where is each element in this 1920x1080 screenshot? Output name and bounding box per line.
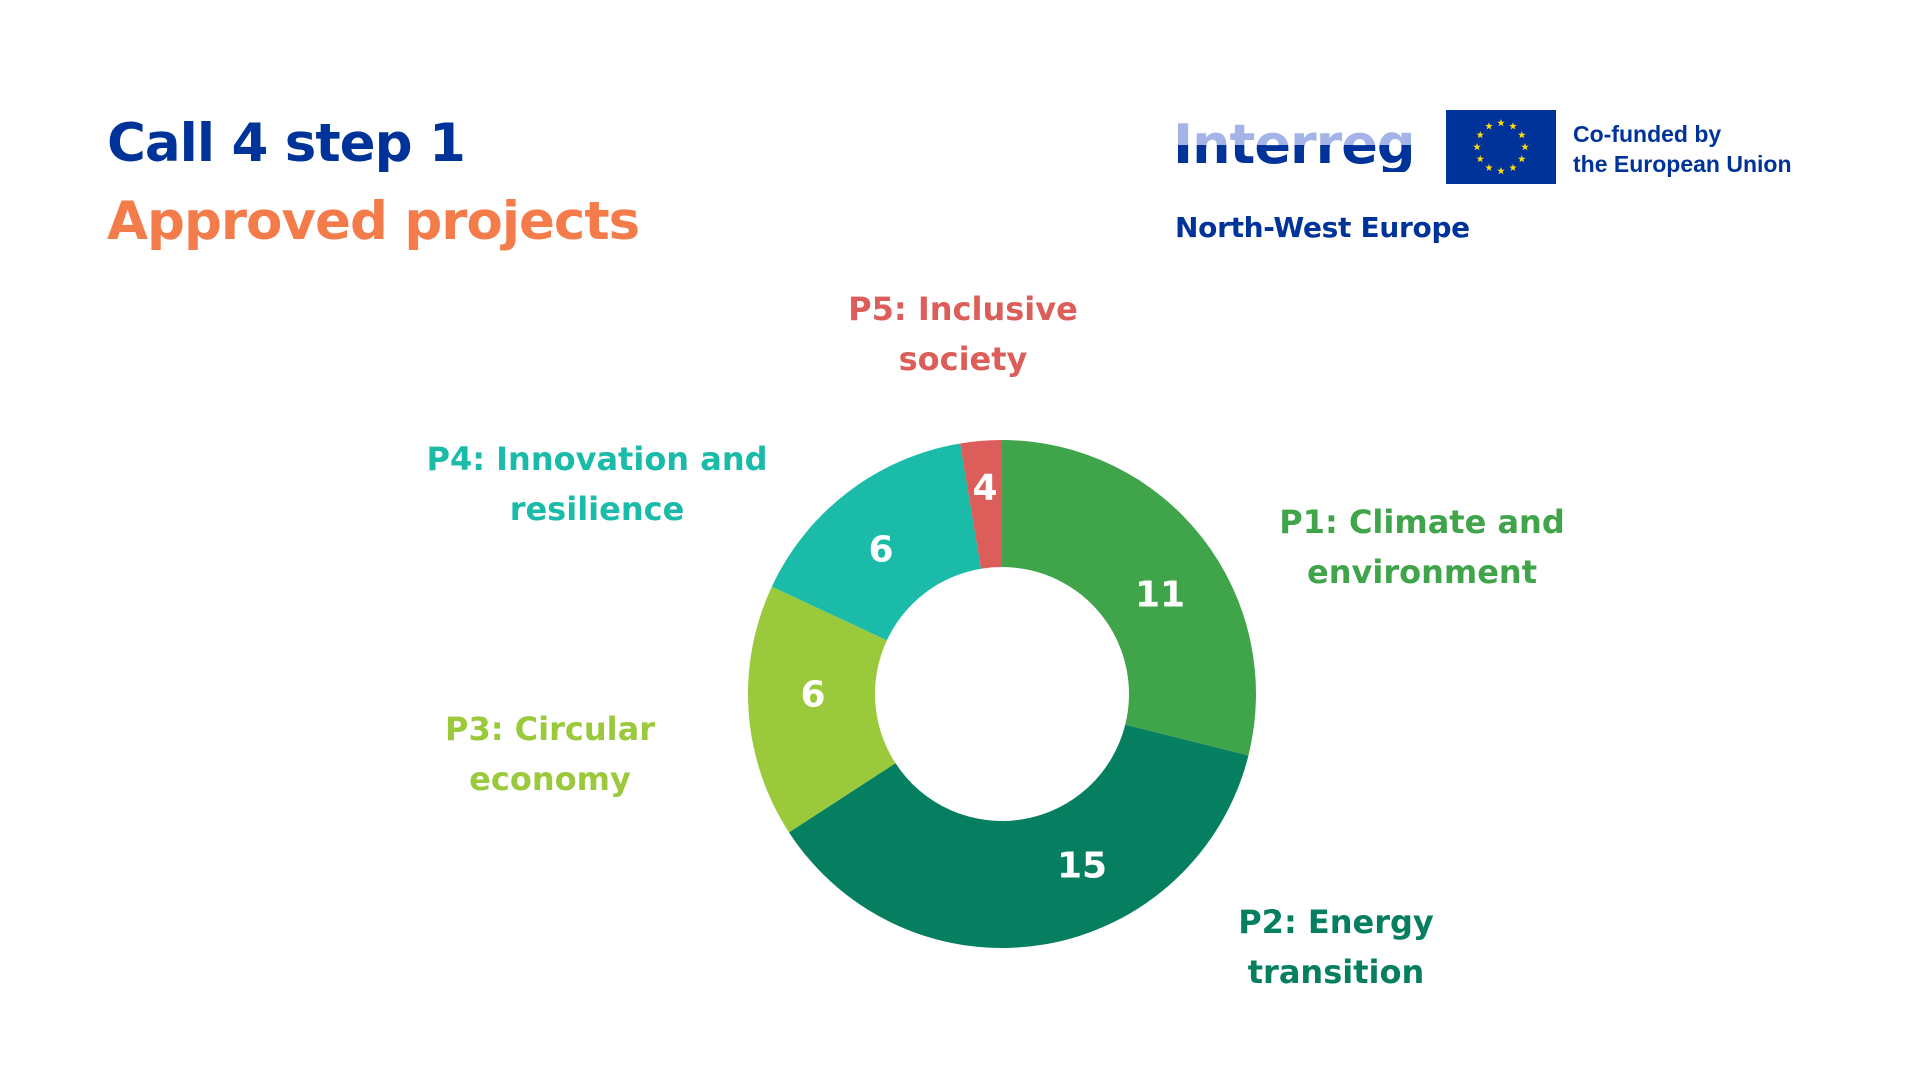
- eu-star-icon: [1497, 119, 1505, 127]
- slice-value-label: 6: [868, 530, 893, 571]
- slice-p3-circular: [748, 586, 896, 833]
- label-p4-innovation: P4: Innovation and resilience: [426, 440, 768, 528]
- slice-value-label: 15: [1057, 846, 1107, 887]
- slice-value-label: 4: [972, 468, 997, 509]
- eu-star-icon: [1476, 155, 1485, 163]
- eu-star-icon: [1497, 167, 1505, 175]
- page-title: Call 4 step 1: [107, 113, 466, 174]
- eu-cofunded-text: Co-funded by the European Union: [1573, 119, 1792, 179]
- eu-star-icon: [1485, 163, 1493, 172]
- eu-star-icon: [1473, 143, 1481, 151]
- label-p1-climate: P1: Climate and environment: [1279, 503, 1565, 591]
- eu-cofunded-line1: Co-funded by: [1573, 121, 1722, 147]
- eu-star-icon: [1517, 131, 1526, 139]
- interreg-logo: Interreg: [1173, 113, 1416, 176]
- eu-star-icon: [1521, 143, 1529, 151]
- eu-star-icon: [1476, 131, 1485, 139]
- eu-star-icon: [1509, 122, 1517, 130]
- eu-flag-icon: [1446, 110, 1556, 184]
- eu-star-icon: [1517, 155, 1526, 163]
- slice-p5-inclusive: [960, 440, 1002, 569]
- label-p5-inclusive: P5: Inclusive society: [848, 290, 1078, 378]
- slice-p2-energy: [788, 724, 1249, 948]
- slice-p4-innovation: [771, 443, 982, 641]
- slice-value-label: 11: [1135, 575, 1185, 616]
- programme-region-label: North-West Europe: [1175, 211, 1470, 244]
- eu-star-icon: [1485, 122, 1493, 130]
- slice-value-label: 6: [800, 675, 825, 716]
- label-p2-energy: P2: Energy transition: [1238, 903, 1434, 991]
- eu-cofunded-line2: the European Union: [1573, 151, 1792, 177]
- page-subtitle: Approved projects: [107, 191, 640, 252]
- slice-p1-climate: [1002, 440, 1256, 756]
- label-p3-circular: P3: Circular economy: [445, 710, 655, 798]
- eu-star-icon: [1509, 163, 1517, 172]
